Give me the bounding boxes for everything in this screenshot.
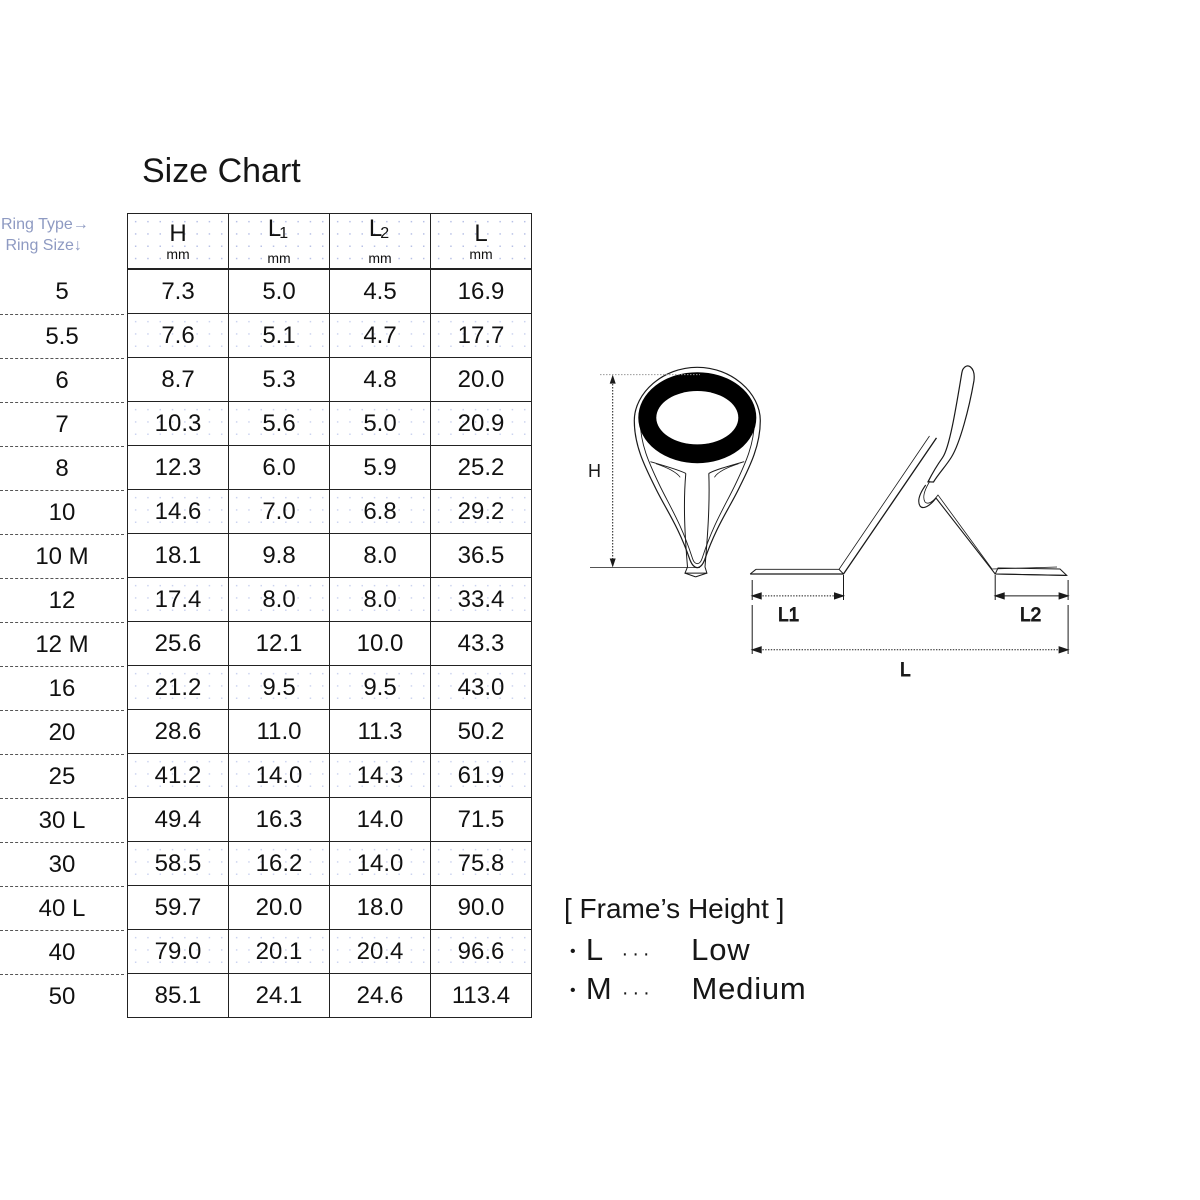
svg-text:H: H <box>588 461 601 481</box>
svg-text:L1: L1 <box>778 605 799 626</box>
svg-text:L2: L2 <box>1020 605 1041 626</box>
svg-text:L: L <box>900 660 911 681</box>
